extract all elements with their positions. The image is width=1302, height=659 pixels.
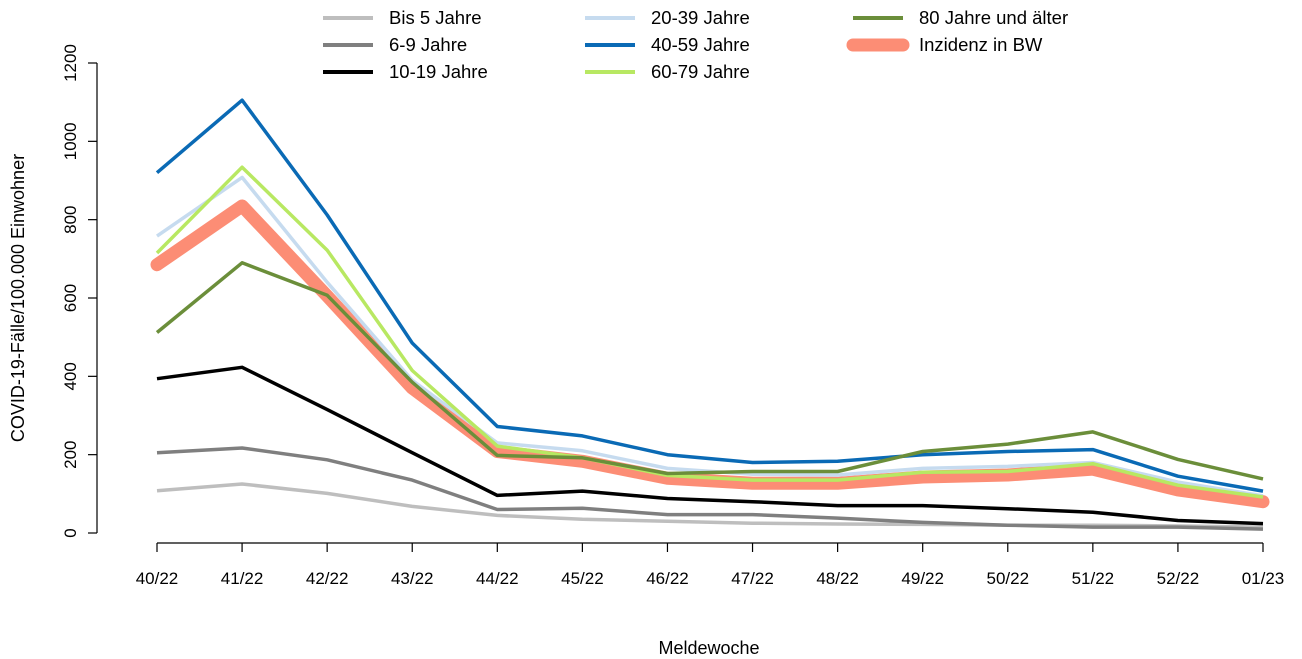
x-tick-label: 41/22 xyxy=(221,569,264,588)
y-tick-label: 400 xyxy=(61,362,80,390)
x-tick-label: 47/22 xyxy=(731,569,774,588)
x-tick-label: 46/22 xyxy=(646,569,689,588)
x-tick-label: 43/22 xyxy=(391,569,434,588)
legend-label: 80 Jahre und älter xyxy=(919,7,1068,28)
x-tick-label: 40/22 xyxy=(136,569,179,588)
series-layer xyxy=(150,98,1270,531)
legend-label: Inzidenz in BW xyxy=(919,34,1043,55)
series-line-5 xyxy=(155,165,1264,499)
x-tick-label: 44/22 xyxy=(476,569,519,588)
legend-label: Bis 5 Jahre xyxy=(389,7,482,28)
y-tick-label: 1200 xyxy=(61,44,80,82)
x-axis-title: Meldewoche xyxy=(658,638,759,658)
series-line-4 xyxy=(155,98,1264,493)
series-line-1 xyxy=(156,446,1264,531)
legend-label: 40-59 Jahre xyxy=(651,34,750,55)
legend-item: 6-9 Jahre xyxy=(323,34,467,55)
legend-item: Bis 5 Jahre xyxy=(323,7,482,28)
legend-item: 60-79 Jahre xyxy=(585,61,750,82)
legend-item: 10-19 Jahre xyxy=(323,61,488,82)
y-axis-title: COVID-19-Fälle/100.000 Einwohner xyxy=(8,154,28,442)
legend-label: 10-19 Jahre xyxy=(389,61,488,82)
x-tick-label: 48/22 xyxy=(816,569,859,588)
series-line-2 xyxy=(156,365,1264,526)
series-line-0 xyxy=(156,482,1264,529)
y-tick-label: 0 xyxy=(61,528,80,537)
legend-label: 20-39 Jahre xyxy=(651,7,750,28)
x-tick-label: 45/22 xyxy=(561,569,604,588)
x-tick-label: 42/22 xyxy=(306,569,349,588)
legend-label: 6-9 Jahre xyxy=(389,34,467,55)
y-tick-label: 800 xyxy=(61,205,80,233)
y-tick-label: 600 xyxy=(61,284,80,312)
y-tick-label: 1000 xyxy=(61,122,80,160)
legend: Bis 5 Jahre 6-9 Jahre 10-19 Jahre 20-39 Jah… xyxy=(323,7,1068,82)
series-line-6 xyxy=(155,261,1264,481)
x-tick-label: 49/22 xyxy=(901,569,944,588)
axes-layer: 40/22 41/22 42/22 43/22 44/22 45/22 46/22 47/22… xyxy=(61,44,1284,588)
y-tick-label: 200 xyxy=(61,440,80,468)
legend-item: Inzidenz in BW xyxy=(846,34,1043,55)
x-tick-label: 01/23 xyxy=(1242,569,1285,588)
legend-item: 80 Jahre und älter xyxy=(853,7,1068,28)
series-line-3 xyxy=(156,175,1264,498)
x-tick-label: 50/22 xyxy=(986,569,1029,588)
legend-item: 20-39 Jahre xyxy=(585,7,750,28)
x-tick-label: 51/22 xyxy=(1072,569,1115,588)
legend-item: 40-59 Jahre xyxy=(585,34,750,55)
legend-label: 60-79 Jahre xyxy=(651,61,750,82)
x-tick-label: 52/22 xyxy=(1157,569,1200,588)
